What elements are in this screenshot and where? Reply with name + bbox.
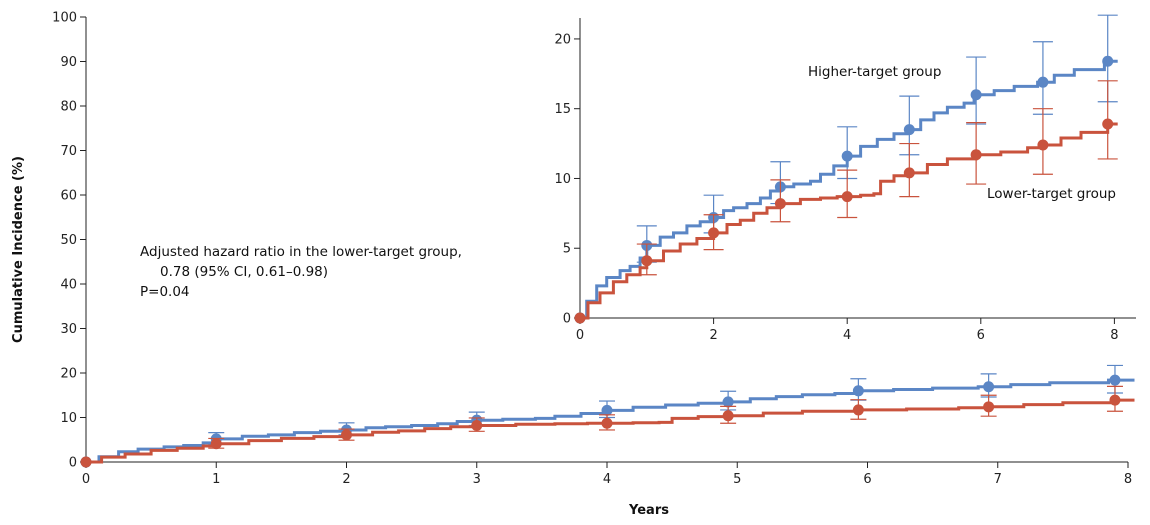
inset-lower-point (774, 198, 786, 210)
inset-y-tick-label: 15 (554, 102, 571, 117)
main-y-tick-label: 80 (60, 100, 77, 115)
main-y-tick-label: 90 (60, 55, 77, 70)
inset-x-tick-label: 8 (1110, 328, 1118, 343)
main-y-tick-label: 20 (60, 367, 77, 382)
inset-lower-point (708, 227, 720, 239)
inset-lower-point (903, 167, 915, 179)
main-higher-point (852, 385, 864, 397)
inset-x-tick-label: 6 (977, 328, 985, 343)
main-x-tick-label: 3 (473, 472, 481, 487)
main-x-tick-label: 1 (212, 472, 220, 487)
inset-x-tick-label: 2 (709, 328, 717, 343)
inset-lower-point (970, 149, 982, 161)
main-y-tick-label: 50 (60, 233, 77, 248)
main-x-tick-label: 4 (603, 472, 611, 487)
inset-higher-point (1102, 55, 1114, 67)
inset-higher-point (970, 89, 982, 101)
main-y-tick-label: 60 (60, 189, 77, 204)
inset-higher-point (841, 150, 853, 162)
main-x-tick-label: 6 (863, 472, 871, 487)
main-x-tick-label: 5 (733, 472, 741, 487)
inset-lower-point (841, 191, 853, 203)
hazard-ratio-line-1: Adjusted hazard ratio in the lower-targe… (140, 244, 462, 260)
inset-higher-point (903, 124, 915, 136)
main-lower-point (601, 417, 613, 429)
main-y-tick-label: 70 (60, 144, 77, 159)
inset-chart: 0 5 10 15 20 0 2 4 6 8 (554, 14, 1136, 343)
inset-lower-point (641, 255, 653, 267)
annotations: Adjusted hazard ratio in the lower-targe… (140, 64, 1116, 300)
higher-target-label: Higher-target group (808, 64, 941, 80)
hazard-ratio-line-2: 0.78 (95% CI, 0.61–0.98) (160, 264, 328, 280)
main-y-tick-label: 10 (60, 411, 77, 426)
main-x-tick-label: 8 (1124, 472, 1132, 487)
main-lower-point (341, 429, 352, 441)
main-lower-point (1109, 394, 1121, 406)
main-lower-point (722, 410, 734, 422)
inset-x-tick-label: 4 (843, 328, 851, 343)
main-y-tick-label: 0 (69, 456, 77, 471)
main-higher-point (1109, 374, 1121, 386)
inset-y-tick-label: 20 (554, 32, 571, 47)
main-lower-point (80, 456, 92, 468)
inset-lower-point (574, 312, 586, 324)
main-y-axis-title: Cumulative Incidence (%) (11, 156, 26, 343)
main-x-tick-label: 2 (342, 472, 350, 487)
inset-lower-point (1102, 118, 1114, 130)
main-y-tick-label: 40 (60, 278, 77, 293)
main-higher-point (722, 396, 734, 408)
main-y-tick-label: 100 (52, 11, 77, 26)
main-higher-point (601, 404, 613, 416)
main-lower-point (852, 404, 864, 416)
main-x-tick-label: 0 (82, 472, 90, 487)
main-y-tick-label: 30 (60, 322, 77, 337)
inset-x-tick-label: 0 (576, 328, 584, 343)
inset-lower-point (1037, 139, 1049, 151)
inset-y-tick-label: 5 (563, 242, 571, 257)
main-x-tick-label: 7 (994, 472, 1002, 487)
main-x-axis-title: Years (628, 503, 669, 518)
inset-y-tick-label: 0 (563, 312, 571, 327)
inset-higher-point (1037, 76, 1049, 88)
main-higher-point (983, 381, 995, 393)
inset-y-tick-label: 10 (554, 172, 571, 187)
main-lower-point (471, 420, 483, 432)
p-value: P=0.04 (140, 284, 190, 300)
main-lower-point (983, 401, 995, 413)
main-lower-point (210, 438, 222, 450)
lower-target-label: Lower-target group (987, 186, 1116, 202)
